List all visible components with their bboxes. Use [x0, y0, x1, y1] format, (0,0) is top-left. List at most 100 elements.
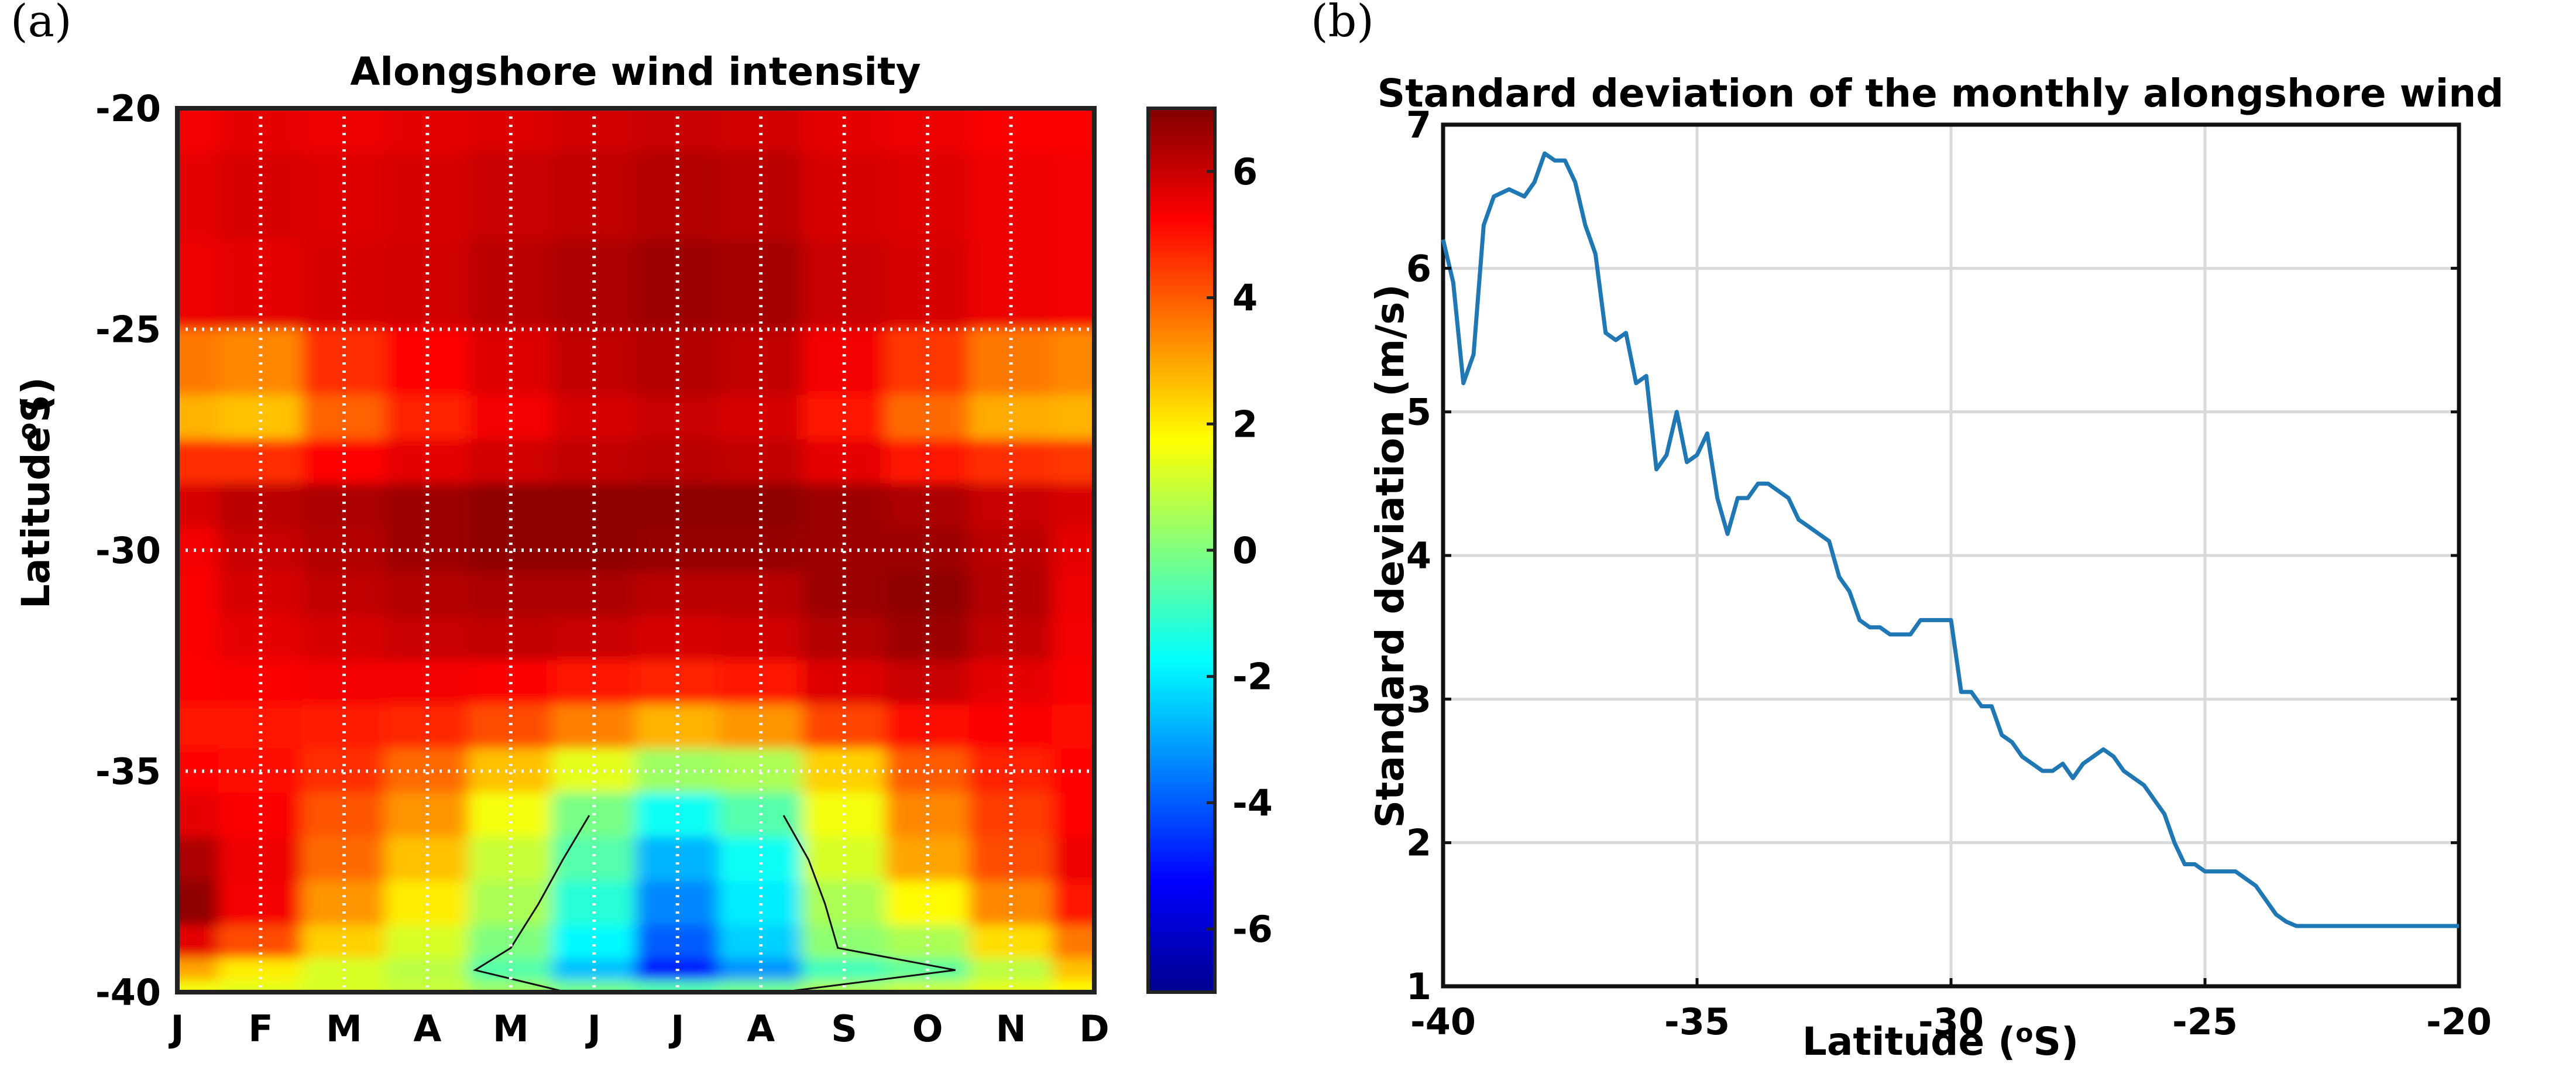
heatmap-cell — [552, 108, 637, 153]
line-y-tick-label: 7 — [1406, 104, 1431, 146]
heatmap-cell — [177, 958, 220, 982]
line-y-tick-label: 3 — [1406, 678, 1431, 721]
heatmap-cell — [802, 395, 887, 441]
line-y-tick-label: 5 — [1406, 391, 1431, 434]
heatmap-cell — [177, 616, 220, 661]
heatmap-cell — [635, 152, 720, 242]
heatmap-cell — [635, 704, 720, 750]
heatmap-x-tick-label: O — [912, 1007, 943, 1050]
heatmap-grid — [177, 108, 1094, 992]
heatmap-y-tick-label: -35 — [95, 750, 161, 793]
heatmap-cell — [385, 483, 470, 529]
heatmap-cell — [968, 108, 1053, 153]
heatmap-cell — [301, 483, 387, 529]
heatmap-cell — [552, 616, 637, 661]
colorbar-tick-label: -6 — [1232, 908, 1273, 951]
heatmap-cell — [718, 704, 803, 750]
line-x-label: Latitude (oS) — [1802, 1018, 2079, 1064]
heatmap-cell — [718, 616, 803, 661]
heatmap-cell — [301, 395, 387, 441]
colorbar-tick-label: 4 — [1232, 277, 1258, 320]
heatmap-cell — [177, 328, 220, 396]
heatmap-x-tick-label: S — [831, 1007, 857, 1050]
heatmap-cell — [301, 108, 387, 153]
heatmap-cell — [218, 240, 303, 330]
heatmap-x-tick-label: F — [248, 1007, 273, 1050]
heatmap-cell — [468, 108, 554, 153]
heatmap-x-tick-label: J — [668, 1007, 684, 1050]
line-x-tick-label: -30 — [1918, 1000, 1984, 1043]
heatmap-cell — [177, 793, 220, 838]
heatmap-cell — [468, 836, 554, 883]
heatmap-cell — [635, 395, 720, 441]
heatmap-cell — [218, 483, 303, 529]
heatmap-cell — [177, 881, 220, 927]
heatmap-y-label-unit: oS) — [13, 377, 59, 440]
heatmap-cell — [635, 616, 720, 661]
heatmap-cell — [552, 483, 637, 529]
heatmap-cell — [885, 240, 970, 330]
heatmap-cell — [802, 616, 887, 661]
heatmap-cell — [385, 395, 470, 441]
heatmap-cell — [177, 395, 220, 441]
heatmap-cell — [552, 240, 637, 330]
heatmap-cell — [301, 748, 387, 794]
heatmap-cell — [177, 571, 220, 618]
heatmap-cell — [885, 483, 970, 529]
heatmap-x-tick-label: A — [747, 1007, 775, 1050]
heatmap-cell — [385, 108, 470, 153]
heatmap-cell — [968, 240, 1053, 330]
heatmap-x-tick-label: J — [585, 1007, 601, 1050]
heatmap-cell — [1052, 616, 1094, 661]
heatmap-cell — [177, 925, 220, 960]
line-x-label-sup: o — [2015, 1018, 2033, 1048]
line-x-tick-label: -35 — [1664, 1000, 1730, 1043]
heatmap-cell — [177, 527, 220, 573]
heatmap-frame — [175, 106, 1097, 994]
heatmap-y-tick-label: -25 — [95, 308, 161, 351]
colorbar-tick-label: 6 — [1232, 150, 1258, 193]
line-title: Standard deviation of the monthly alongs… — [1378, 71, 2504, 116]
heatmap-cell — [968, 704, 1053, 750]
heatmap-cell — [885, 836, 970, 883]
heatmap-cell — [968, 616, 1053, 661]
colorbar-tick-label: 0 — [1232, 529, 1258, 572]
heatmap-cell — [218, 836, 303, 883]
heatmap-cell — [1052, 328, 1094, 396]
heatmap-cell — [301, 152, 387, 242]
heatmap-cell — [552, 704, 637, 750]
heatmap-cell — [177, 748, 220, 794]
heatmap-cell — [718, 240, 803, 330]
heatmap-cell — [218, 704, 303, 750]
heatmap-cell — [1052, 793, 1094, 838]
heatmap-x-tick-label: M — [326, 1007, 362, 1050]
heatmap-cell — [1052, 836, 1094, 883]
heatmap-cell — [301, 836, 387, 883]
line-x-label-unit: S) — [2033, 1019, 2079, 1064]
heatmap-cell — [635, 483, 720, 529]
heatmap-cell — [468, 152, 554, 242]
heatmap-cell — [968, 836, 1053, 883]
colorbar-tick-label: 2 — [1232, 403, 1258, 445]
heatmap-cell — [635, 240, 720, 330]
heatmap-x-tick-label: J — [168, 1007, 184, 1050]
line-y-tick-label: 2 — [1406, 822, 1431, 865]
heatmap-y-ticks: -20 -25 -30 -35 -40 — [95, 87, 161, 1014]
heatmap-x-tick-label: M — [493, 1007, 529, 1050]
heatmap-cell — [968, 395, 1053, 441]
heatmap-y-tick-label: -40 — [95, 971, 161, 1014]
line-y-tick-label: 6 — [1406, 247, 1431, 290]
heatmap-cell — [177, 108, 220, 153]
line-grid — [1443, 125, 2459, 986]
panel-a-label: (a) — [11, 0, 72, 47]
panel-b-label: (b) — [1311, 0, 1374, 47]
heatmap-cell — [802, 108, 887, 153]
line-x-tick-label: -40 — [1410, 1000, 1476, 1043]
heatmap-cell — [1052, 660, 1094, 706]
heatmap-cell — [301, 240, 387, 330]
heatmap-cell — [552, 395, 637, 441]
heatmap-cell — [718, 836, 803, 883]
heatmap-cell — [885, 108, 970, 153]
